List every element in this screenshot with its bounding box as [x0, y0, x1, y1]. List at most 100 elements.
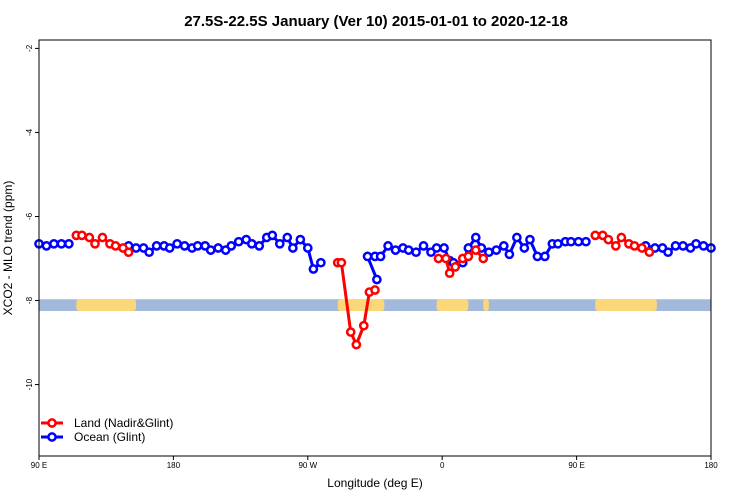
data-point — [345, 327, 356, 337]
data-point — [267, 230, 278, 241]
land-segment — [595, 299, 657, 312]
land-segment — [337, 299, 385, 312]
series-land-nadir-glint- — [71, 230, 655, 350]
data-point — [603, 234, 614, 245]
data-point — [629, 241, 640, 251]
data-point — [131, 243, 141, 253]
data-point — [439, 243, 449, 253]
data-point — [532, 251, 543, 262]
data-point — [581, 236, 591, 247]
data-point — [351, 339, 362, 350]
data-point — [540, 251, 550, 262]
data-point — [288, 243, 298, 253]
legend-item: Ocean (Glint) — [41, 430, 145, 444]
data-point — [411, 247, 421, 258]
data-point — [49, 238, 59, 249]
y-tick-label: -4 — [25, 128, 34, 136]
x-axis: 90 E 180 90 W 0 90 E 180 — [31, 456, 718, 470]
data-point — [110, 241, 121, 251]
legend-label: Land (Nadir&Glint) — [74, 416, 173, 430]
data-point — [691, 238, 701, 249]
data-point — [144, 247, 154, 258]
data-point — [678, 241, 688, 251]
x-axis-label: Longitude (deg E) — [327, 476, 422, 490]
data-point — [431, 243, 442, 253]
data-point — [610, 241, 621, 251]
data-point — [362, 251, 373, 262]
land-ocean-strip — [39, 299, 711, 312]
data-point — [698, 241, 709, 251]
data-point — [418, 241, 429, 251]
data-point — [525, 234, 535, 245]
data-point — [192, 241, 203, 251]
data-point — [151, 241, 162, 251]
y-tick-label: -10 — [25, 378, 34, 390]
plot-frame — [38, 39, 712, 457]
y-tick-label: -8 — [25, 296, 34, 304]
data-point — [484, 247, 494, 258]
data-point — [663, 247, 673, 258]
data-point — [670, 241, 681, 251]
data-point — [590, 230, 601, 241]
chart-title: 27.5S-22.5S January (Ver 10) 2015-01-01 … — [184, 13, 568, 30]
data-point — [463, 251, 474, 262]
data-point — [441, 253, 451, 264]
legend-label: Ocean (Glint) — [74, 430, 145, 444]
legend-item: Land (Nadir&Glint) — [41, 416, 173, 430]
data-point — [433, 253, 444, 264]
data-point — [316, 257, 326, 268]
data-point — [97, 232, 108, 243]
data-point — [226, 241, 237, 251]
x-tick-label: 0 — [440, 461, 445, 470]
data-point — [90, 238, 100, 249]
legend: Land (Nadir&Glint)Ocean (Glint) — [41, 416, 173, 444]
data-point — [308, 264, 319, 274]
data-point — [282, 232, 293, 243]
data-point — [616, 232, 627, 243]
data-point — [64, 238, 74, 249]
data-point — [478, 253, 489, 264]
data-point — [519, 243, 530, 253]
data-point — [358, 320, 369, 331]
data-point — [172, 238, 182, 249]
legend-marker — [47, 432, 57, 442]
data-point — [274, 238, 285, 249]
y-axis: -2 -4 -6 -8 -10 — [25, 44, 39, 390]
data-point — [644, 247, 655, 258]
data-point — [84, 232, 95, 243]
data-point — [164, 243, 175, 253]
data-point — [512, 232, 522, 243]
data-point — [295, 234, 306, 245]
data-point — [470, 245, 481, 255]
data-point — [403, 245, 414, 255]
data-point — [302, 243, 313, 253]
data-point — [637, 243, 647, 253]
data-point — [41, 241, 52, 251]
y-axis-label: XCO2 - MLO trend (ppm) — [1, 181, 15, 316]
x-tick-label: 180 — [704, 461, 718, 470]
data-point — [375, 251, 386, 262]
data-point — [450, 262, 461, 272]
data-point — [56, 238, 67, 249]
data-point — [470, 232, 481, 243]
x-tick-label: 90 W — [298, 461, 317, 470]
data-point — [254, 241, 265, 251]
data-point — [444, 268, 455, 279]
data-point — [504, 249, 515, 260]
x-tick-label: 180 — [167, 461, 181, 470]
data-point — [463, 243, 474, 253]
data-point — [553, 238, 563, 249]
land-segment — [483, 299, 489, 312]
series-layer — [34, 230, 716, 350]
data-point — [370, 285, 380, 295]
data-point — [123, 247, 134, 258]
y-tick-label: -2 — [25, 44, 34, 52]
data-point — [390, 245, 401, 255]
data-point — [77, 230, 87, 241]
data-point — [205, 245, 216, 255]
data-point — [179, 241, 190, 251]
data-point — [372, 274, 382, 285]
data-point — [566, 236, 576, 247]
data-point — [336, 257, 347, 268]
